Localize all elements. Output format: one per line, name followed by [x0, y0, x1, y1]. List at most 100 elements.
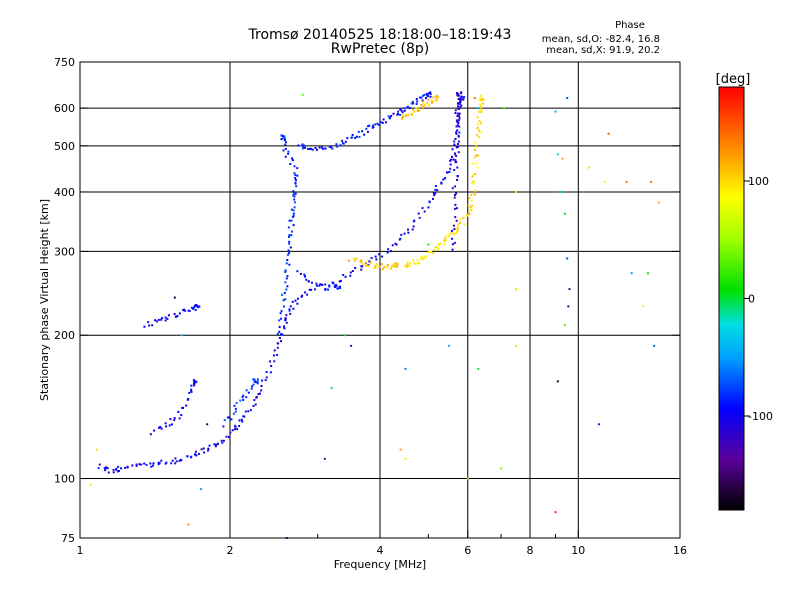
- echo-point: [164, 422, 167, 425]
- echo-point: [468, 212, 471, 215]
- echo-point: [408, 107, 411, 110]
- y-tick-label: 75: [61, 532, 75, 545]
- echo-point: [320, 146, 323, 149]
- echo-point: [418, 109, 421, 112]
- echo-point: [454, 203, 457, 206]
- echo-point: [397, 110, 400, 113]
- echo-point: [391, 244, 394, 247]
- echo-point: [471, 204, 474, 207]
- echo-point: [294, 174, 297, 177]
- echo-point: [284, 269, 287, 272]
- echo-point: [392, 265, 395, 268]
- echo-point: [326, 288, 329, 291]
- echo-point: [202, 447, 205, 450]
- echo-point: [285, 321, 288, 324]
- echo-point: [229, 431, 232, 434]
- echo-point: [450, 237, 453, 240]
- echo-point: [454, 159, 457, 162]
- echo-point: [440, 242, 443, 245]
- scatter-point: [173, 296, 176, 299]
- echo-point: [302, 145, 305, 148]
- echo-point: [292, 192, 295, 195]
- echo-point: [292, 214, 295, 217]
- echo-point: [456, 166, 459, 169]
- echo-point: [474, 154, 477, 157]
- echo-point: [174, 315, 177, 318]
- echo-point: [368, 260, 371, 263]
- echo-point: [434, 245, 437, 248]
- echo-point: [418, 96, 421, 99]
- echo-point: [417, 108, 420, 111]
- echo-point: [434, 192, 437, 195]
- scatter-point: [180, 334, 183, 337]
- echo-point: [247, 410, 250, 413]
- echo-point: [413, 219, 416, 222]
- echo-point: [394, 242, 397, 245]
- echo-point: [451, 232, 454, 235]
- echo-point: [279, 333, 282, 336]
- echo-point: [361, 265, 364, 268]
- echo-point: [447, 234, 450, 237]
- echo-point: [243, 415, 246, 418]
- echo-point: [474, 190, 477, 193]
- echo-point: [454, 112, 457, 115]
- echo-point: [112, 471, 115, 474]
- echo-point: [351, 136, 354, 139]
- echo-point: [287, 249, 290, 252]
- echo-point: [455, 154, 458, 157]
- echo-point: [351, 270, 354, 273]
- echo-point: [115, 468, 118, 471]
- echo-point: [428, 250, 431, 253]
- scatter-point: [561, 157, 564, 160]
- echo-point: [412, 225, 415, 228]
- echo-point: [427, 98, 430, 101]
- echo-point: [386, 251, 389, 254]
- echo-point: [193, 384, 196, 387]
- echo-point: [367, 265, 370, 268]
- echo-point: [187, 309, 190, 312]
- echo-point: [452, 158, 455, 161]
- echo-point: [324, 283, 327, 286]
- scatter-point: [554, 511, 557, 514]
- x-tick-label: 4: [377, 544, 384, 557]
- scatter-point: [323, 457, 326, 460]
- echo-point: [418, 216, 421, 219]
- echo-point: [304, 291, 307, 294]
- echo-point: [321, 147, 324, 150]
- echo-point: [149, 433, 152, 436]
- echo-point: [160, 317, 163, 320]
- echo-point: [470, 199, 473, 202]
- echo-point: [448, 170, 451, 173]
- echo-point: [360, 261, 363, 264]
- echo-point: [286, 275, 289, 278]
- echo-point: [371, 126, 374, 129]
- echo-point: [432, 96, 435, 99]
- phase-stats-title: Phase: [615, 20, 645, 31]
- echo-point: [456, 229, 459, 232]
- echo-point: [190, 306, 193, 309]
- echo-point: [396, 263, 399, 266]
- echo-point: [376, 263, 379, 266]
- echo-point: [455, 125, 458, 128]
- echo-point: [234, 428, 237, 431]
- echo-point: [253, 399, 256, 402]
- echo-point: [250, 387, 253, 390]
- echo-point: [240, 418, 243, 421]
- echo-point: [265, 371, 268, 374]
- echo-point: [478, 110, 481, 113]
- echo-point: [355, 135, 358, 138]
- echo-point: [376, 122, 379, 125]
- scatter-point: [89, 483, 92, 486]
- echo-point: [198, 452, 201, 455]
- echo-point: [454, 216, 457, 219]
- echo-point: [349, 271, 352, 274]
- echo-point: [451, 243, 454, 246]
- echo-point: [222, 439, 225, 442]
- echo-point: [173, 313, 176, 316]
- echo-point: [131, 464, 134, 467]
- echo-point: [407, 231, 410, 234]
- echo-point: [213, 443, 216, 446]
- echo-point: [300, 295, 303, 298]
- echo-point: [459, 101, 462, 104]
- echo-point: [443, 243, 446, 246]
